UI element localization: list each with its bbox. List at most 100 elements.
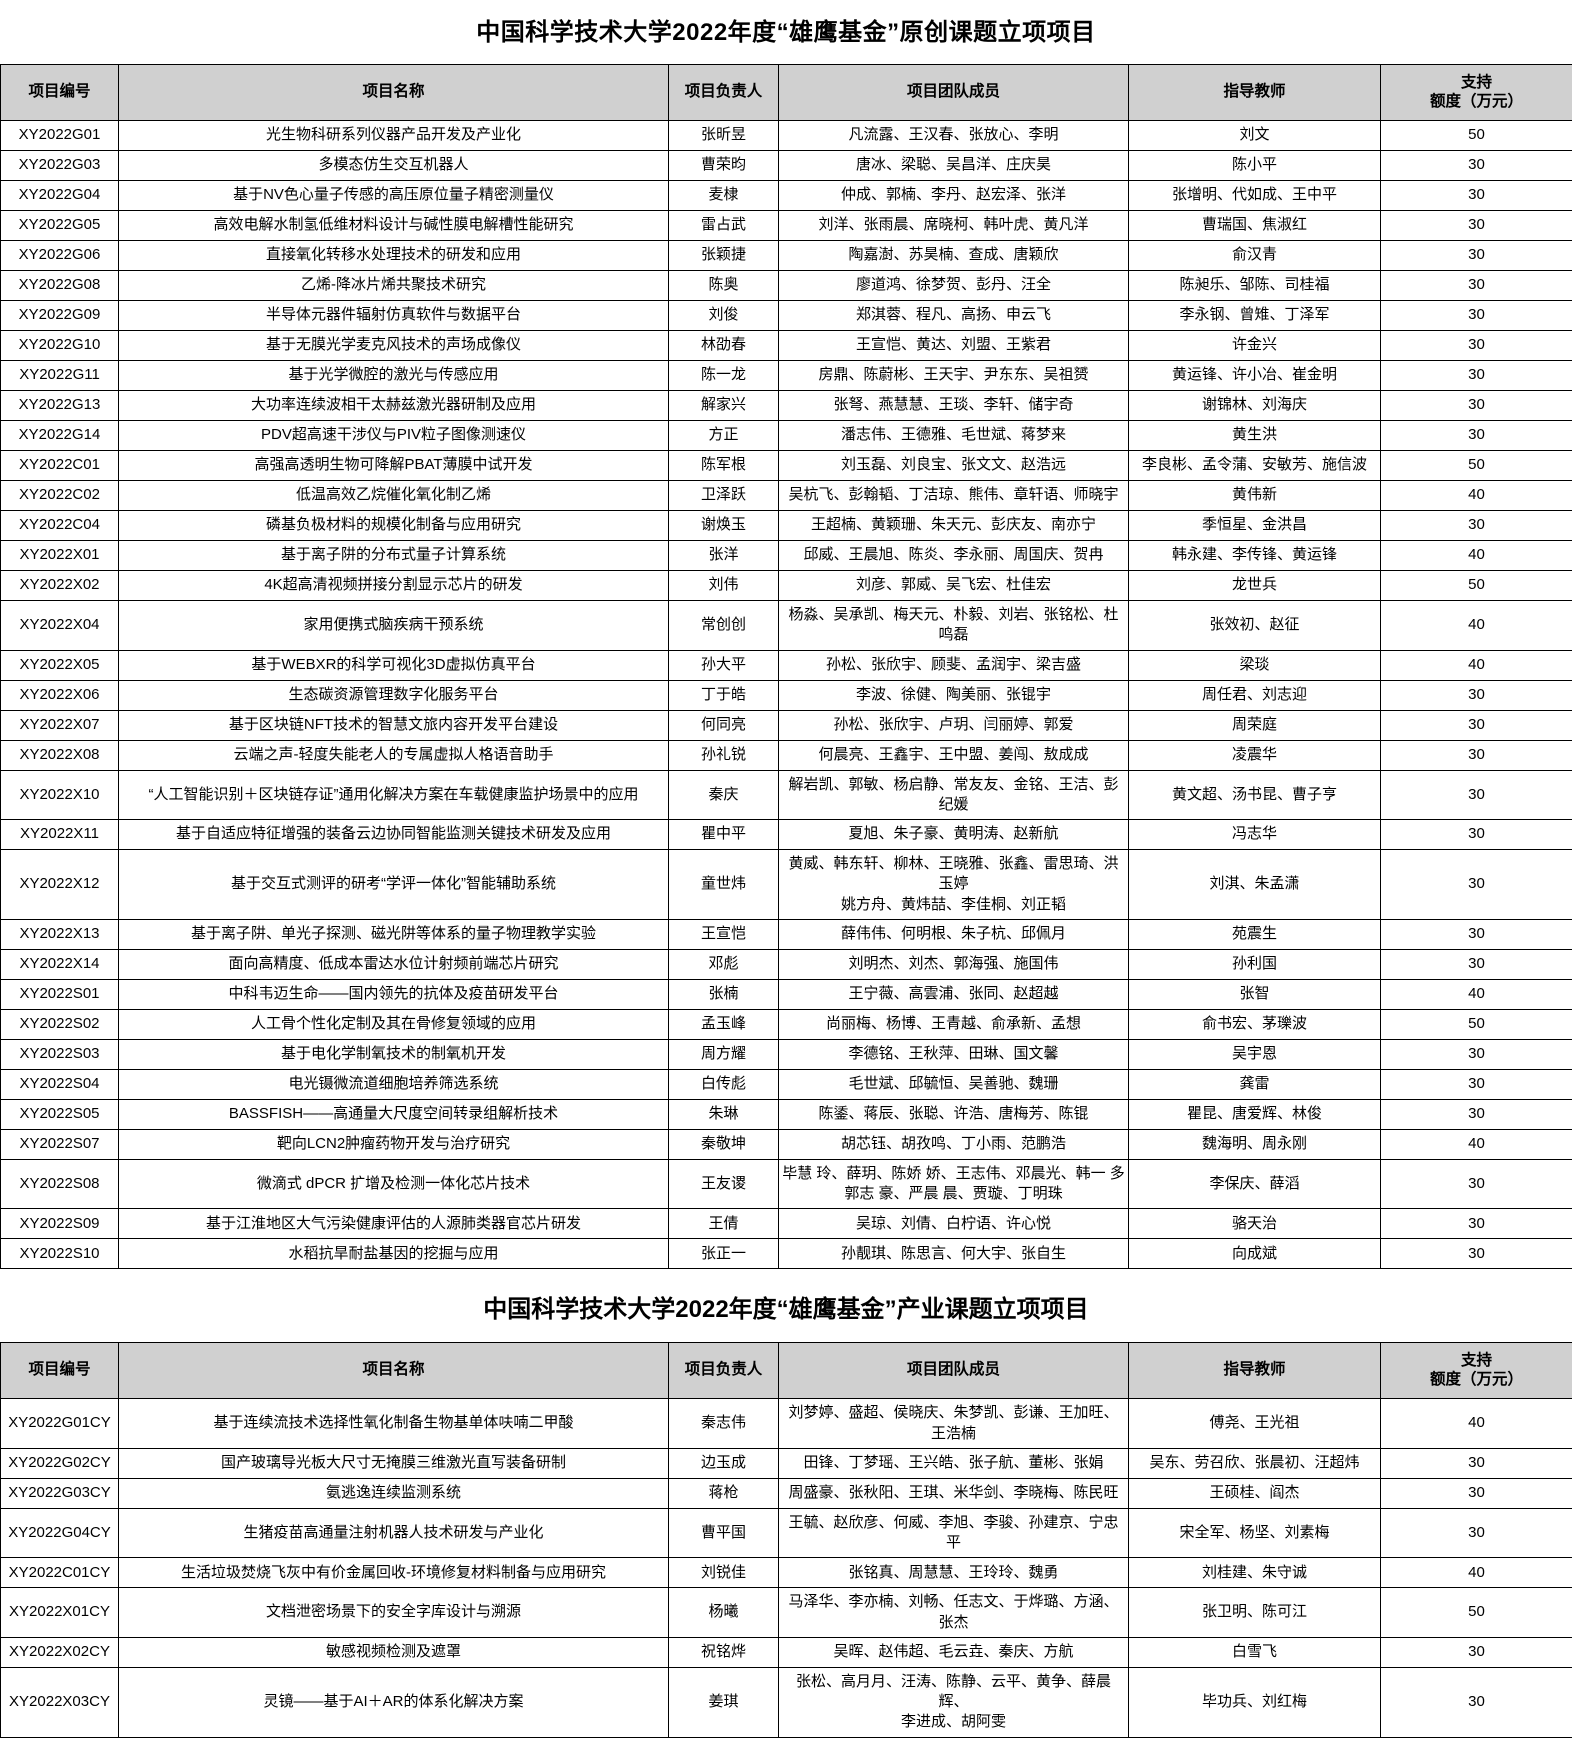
cell-project-name: 云端之声-轻度失能老人的专属虚拟人格语音助手	[119, 740, 669, 770]
col-header-advisor: 指导教师	[1129, 1343, 1381, 1399]
cell-project-id: XY2022C04	[1, 511, 119, 541]
cell-project-id: XY2022X13	[1, 919, 119, 949]
cell-advisor: 傅尧、王光祖	[1129, 1399, 1381, 1449]
cell-funding-amount: 30	[1381, 1069, 1572, 1099]
table2-header-row: 项目编号 项目名称 项目负责人 项目团队成员 指导教师 支持 额度（万元）	[1, 1343, 1572, 1399]
cell-project-name: 灵镜——基于AI＋AR的体系化解决方案	[119, 1667, 669, 1737]
cell-team-members: 解岩凯、郭敏、杨启静、常友友、金铭、王洁、彭纪媛	[779, 770, 1129, 820]
cell-advisor: 苑震生	[1129, 919, 1381, 949]
cell-project-name: 基于电化学制氧技术的制氧机开发	[119, 1039, 669, 1069]
cell-team-members: 王毓、赵欣彦、何威、李旭、李骏、孙建京、宁忠平	[779, 1508, 1129, 1558]
cell-funding-amount: 30	[1381, 511, 1572, 541]
cell-project-leader: 姜琪	[669, 1667, 779, 1737]
cell-project-name: 面向高精度、低成本雷达水位计射频前端芯片研究	[119, 949, 669, 979]
cell-project-id: XY2022S08	[1, 1159, 119, 1209]
cell-project-leader: 白传彪	[669, 1069, 779, 1099]
cell-team-members: 廖道鸿、徐梦贺、彭丹、汪全	[779, 271, 1129, 301]
cell-advisor: 周任君、刘志迎	[1129, 680, 1381, 710]
cell-project-leader: 边玉成	[669, 1448, 779, 1478]
cell-team-members: 夏旭、朱子豪、黄明涛、赵新航	[779, 820, 1129, 850]
cell-project-name: PDV超高速干涉仪与PIV粒子图像测速仪	[119, 421, 669, 451]
cell-advisor: 龚雷	[1129, 1069, 1381, 1099]
cell-advisor: 魏海明、周永刚	[1129, 1129, 1381, 1159]
cell-project-name: 中科韦迈生命——国内领先的抗体及疫苗研发平台	[119, 979, 669, 1009]
cell-team-members: 刘彦、郭威、吴飞宏、杜佳宏	[779, 571, 1129, 601]
cell-project-leader: 周方耀	[669, 1039, 779, 1069]
cell-project-name: 水稻抗旱耐盐基因的挖掘与应用	[119, 1239, 669, 1269]
cell-team-members: 郑淇蓉、程凡、高扬、申云飞	[779, 301, 1129, 331]
cell-funding-amount: 30	[1381, 271, 1572, 301]
cell-team-members: 陶嘉澍、苏昊楠、查成、唐颖欣	[779, 241, 1129, 271]
cell-advisor: 李永钢、曾雉、丁泽军	[1129, 301, 1381, 331]
cell-advisor: 张卫明、陈可江	[1129, 1588, 1381, 1638]
original-projects-table: 项目编号 项目名称 项目负责人 项目团队成员 指导教师 支持 额度（万元） XY…	[0, 64, 1572, 1269]
cell-team-members: 潘志伟、王德雅、毛世斌、蒋梦来	[779, 421, 1129, 451]
cell-advisor: 刘文	[1129, 121, 1381, 151]
cell-funding-amount: 30	[1381, 1478, 1572, 1508]
cell-advisor: 孙利国	[1129, 949, 1381, 979]
cell-team-members: 王宣恺、黄达、刘盟、王紫君	[779, 331, 1129, 361]
cell-project-leader: 张颖捷	[669, 241, 779, 271]
cell-project-name: 家用便携式脑疾病干预系统	[119, 601, 669, 651]
table2-header: 项目编号 项目名称 项目负责人 项目团队成员 指导教师 支持 额度（万元）	[1, 1343, 1572, 1399]
cell-funding-amount: 30	[1381, 850, 1572, 920]
cell-funding-amount: 40	[1381, 541, 1572, 571]
cell-project-name: 基于离子阱、单光子探测、磁光阱等体系的量子物理教学实验	[119, 919, 669, 949]
cell-project-id: XY2022S01	[1, 979, 119, 1009]
cell-project-name: 大功率连续波相干太赫兹激光器研制及应用	[119, 391, 669, 421]
cell-team-members: 刘梦婷、盛超、侯晓庆、朱梦凯、彭谦、王加旺、王浩楠	[779, 1399, 1129, 1449]
cell-funding-amount: 50	[1381, 1588, 1572, 1638]
section1-title: 中国科学技术大学2022年度“雄鹰基金”原创课题立项项目	[0, 0, 1572, 64]
cell-project-id: XY2022G14	[1, 421, 119, 451]
cell-team-members: 张铭真、周慧慧、王玲玲、魏勇	[779, 1558, 1129, 1588]
cell-project-leader: 陈军根	[669, 451, 779, 481]
cell-project-id: XY2022G05	[1, 211, 119, 241]
cell-team-members: 胡芯钰、胡孜鸣、丁小雨、范鹏浩	[779, 1129, 1129, 1159]
cell-advisor: 张智	[1129, 979, 1381, 1009]
cell-team-members: 陈鋈、蒋辰、张聪、许浩、唐梅芳、陈锟	[779, 1099, 1129, 1129]
cell-funding-amount: 40	[1381, 1558, 1572, 1588]
cell-team-members: 孙松、张欣宇、顾斐、孟润宇、梁吉盛	[779, 650, 1129, 680]
cell-team-members: 孙松、张欣宇、卢玥、闫丽婷、郭爱	[779, 710, 1129, 740]
cell-project-leader: 张楠	[669, 979, 779, 1009]
cell-project-leader: 刘伟	[669, 571, 779, 601]
cell-project-leader: 孟玉峰	[669, 1009, 779, 1039]
cell-funding-amount: 30	[1381, 949, 1572, 979]
cell-team-members: 吴晖、赵伟超、毛云垚、秦庆、方航	[779, 1637, 1129, 1667]
cell-project-id: XY2022G09	[1, 301, 119, 331]
cell-funding-amount: 40	[1381, 979, 1572, 1009]
cell-project-id: XY2022S10	[1, 1239, 119, 1269]
cell-project-name: 半导体元器件辐射仿真软件与数据平台	[119, 301, 669, 331]
col-header-advisor: 指导教师	[1129, 65, 1381, 121]
cell-advisor: 向成斌	[1129, 1239, 1381, 1269]
cell-project-id: XY2022X06	[1, 680, 119, 710]
cell-project-leader: 刘俊	[669, 301, 779, 331]
cell-project-name: 生活垃圾焚烧飞灰中有价金属回收-环境修复材料制备与应用研究	[119, 1558, 669, 1588]
cell-project-name: 基于连续流技术选择性氧化制备生物基单体呋喃二甲酸	[119, 1399, 669, 1449]
cell-advisor: 刘淇、朱孟潇	[1129, 850, 1381, 920]
cell-funding-amount: 30	[1381, 1099, 1572, 1129]
cell-project-leader: 瞿中平	[669, 820, 779, 850]
cell-project-leader: 张正一	[669, 1239, 779, 1269]
cell-team-members: 毕慧 玲、薛玥、陈娇 娇、王志伟、邓晨光、韩一 多郭志 豪、严晨 晨、贾璇、丁明…	[779, 1159, 1129, 1209]
fund-header-line2: 额度（万元）	[1384, 1371, 1569, 1390]
cell-team-members: 李德铭、王秋萍、田琳、国文馨	[779, 1039, 1129, 1069]
